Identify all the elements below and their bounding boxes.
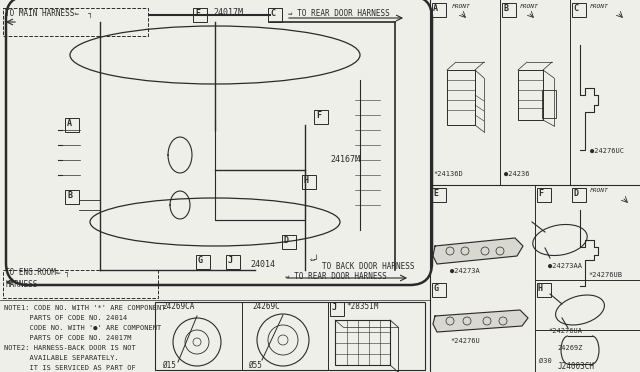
Bar bbox=[432, 283, 446, 297]
Text: 24014: 24014 bbox=[250, 260, 275, 269]
Bar bbox=[572, 188, 586, 202]
Text: D: D bbox=[573, 189, 578, 198]
Text: PARTS OF CODE NO. 24014: PARTS OF CODE NO. 24014 bbox=[4, 315, 127, 321]
Text: A: A bbox=[433, 4, 438, 13]
Text: 24017M: 24017M bbox=[213, 8, 243, 17]
Text: FRONT: FRONT bbox=[590, 188, 609, 193]
Bar bbox=[502, 3, 516, 17]
Text: H: H bbox=[538, 284, 543, 293]
Text: HARNESS: HARNESS bbox=[5, 280, 37, 289]
Text: *24276UB: *24276UB bbox=[588, 272, 622, 278]
Bar bbox=[65, 190, 79, 204]
Text: PARTS OF CODE NO. 24017M: PARTS OF CODE NO. 24017M bbox=[4, 335, 131, 341]
Bar bbox=[314, 110, 328, 124]
Text: J24003CH: J24003CH bbox=[558, 362, 595, 371]
Bar bbox=[193, 8, 207, 22]
Bar bbox=[432, 188, 446, 202]
Text: TO MAIN HARNESS⇐  ┐: TO MAIN HARNESS⇐ ┐ bbox=[5, 9, 93, 18]
Text: Ø15: Ø15 bbox=[162, 361, 176, 370]
Text: A: A bbox=[67, 119, 72, 128]
Bar bbox=[302, 175, 316, 189]
Text: ●24273A: ●24273A bbox=[450, 268, 480, 274]
Text: ●24273AA: ●24273AA bbox=[548, 263, 582, 269]
Text: E: E bbox=[195, 9, 200, 18]
Text: F: F bbox=[538, 189, 543, 198]
Text: *24276U: *24276U bbox=[450, 338, 480, 344]
Text: J: J bbox=[331, 303, 336, 312]
Bar bbox=[572, 3, 586, 17]
Text: E: E bbox=[433, 189, 438, 198]
Text: B: B bbox=[67, 191, 72, 200]
Bar bbox=[537, 283, 551, 297]
Text: ●24236: ●24236 bbox=[504, 171, 529, 177]
Text: C: C bbox=[573, 4, 578, 13]
Text: *28351M: *28351M bbox=[346, 302, 378, 311]
Text: *24276UA: *24276UA bbox=[548, 328, 582, 334]
Bar bbox=[226, 255, 240, 269]
Text: NOTE2: HARNESS-BACK DOOR IS NOT: NOTE2: HARNESS-BACK DOOR IS NOT bbox=[4, 345, 136, 351]
Bar bbox=[330, 302, 344, 316]
Bar bbox=[557, 333, 607, 368]
Text: D: D bbox=[284, 236, 289, 245]
Text: NOTE1: CODE NO. WITH '*' ARE COMPONENT: NOTE1: CODE NO. WITH '*' ARE COMPONENT bbox=[4, 305, 166, 311]
Text: ●24276UC: ●24276UC bbox=[590, 148, 624, 154]
Text: H: H bbox=[304, 176, 309, 185]
Text: ⇒ TO REAR DOOR HARNESS: ⇒ TO REAR DOOR HARNESS bbox=[285, 272, 387, 281]
Text: 24167M: 24167M bbox=[330, 155, 360, 164]
Text: B: B bbox=[503, 4, 508, 13]
Bar bbox=[518, 70, 543, 120]
Text: G: G bbox=[198, 256, 203, 265]
Text: TO BACK DOOR HARNESS: TO BACK DOOR HARNESS bbox=[322, 262, 415, 271]
Bar bbox=[155, 302, 425, 370]
Bar bbox=[447, 70, 475, 125]
Text: TO ENG.ROOM⇐ ┐: TO ENG.ROOM⇐ ┐ bbox=[5, 268, 70, 277]
Text: ⇐┘: ⇐┘ bbox=[310, 255, 320, 264]
Text: J: J bbox=[228, 256, 233, 265]
Text: 24269Z: 24269Z bbox=[557, 345, 582, 351]
Text: G: G bbox=[433, 284, 438, 293]
Text: FRONT: FRONT bbox=[452, 4, 471, 9]
Text: 24269CA: 24269CA bbox=[162, 302, 195, 311]
Text: CODE NO. WITH '●' ARE COMPONENT: CODE NO. WITH '●' ARE COMPONENT bbox=[4, 325, 161, 331]
Bar bbox=[282, 235, 296, 249]
Bar bbox=[542, 90, 556, 118]
Text: *24136D: *24136D bbox=[433, 171, 463, 177]
Bar bbox=[268, 8, 282, 22]
Text: AVAILABLE SEPARATELY.: AVAILABLE SEPARATELY. bbox=[4, 355, 119, 361]
Text: F: F bbox=[316, 111, 321, 120]
Bar bbox=[196, 255, 210, 269]
Bar bbox=[3, 270, 158, 298]
Text: FRONT: FRONT bbox=[590, 4, 609, 9]
Text: Ø30: Ø30 bbox=[539, 358, 552, 364]
Text: 24269C: 24269C bbox=[252, 302, 280, 311]
Text: ⇒ TO REAR DOOR HARNESS: ⇒ TO REAR DOOR HARNESS bbox=[288, 9, 390, 18]
Polygon shape bbox=[433, 310, 528, 332]
Text: IT IS SERVICED AS PART OF: IT IS SERVICED AS PART OF bbox=[4, 365, 136, 371]
Bar bbox=[65, 118, 79, 132]
Text: C: C bbox=[270, 9, 275, 18]
Bar bbox=[335, 320, 390, 365]
Text: FRONT: FRONT bbox=[520, 4, 539, 9]
Bar bbox=[432, 3, 446, 17]
Bar bbox=[537, 188, 551, 202]
Bar bbox=[3, 8, 148, 36]
Polygon shape bbox=[433, 238, 523, 264]
Text: Ø55: Ø55 bbox=[248, 361, 262, 370]
